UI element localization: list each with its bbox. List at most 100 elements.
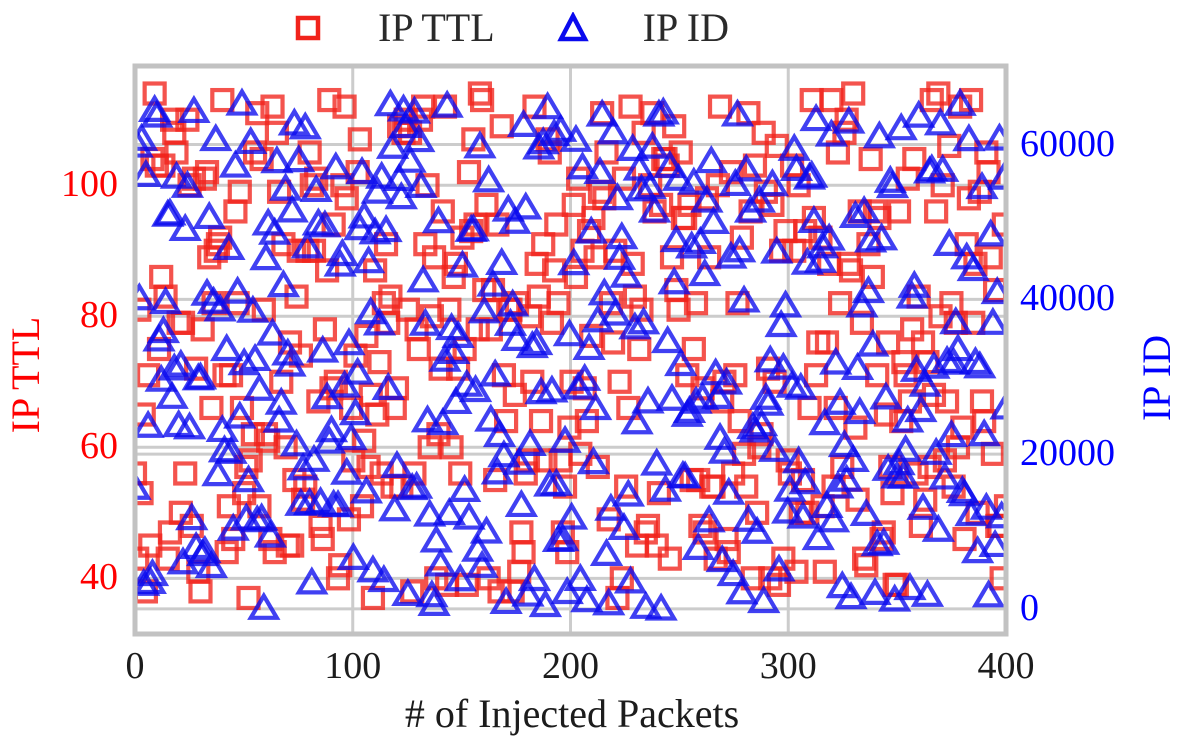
scatter-point-ip-id xyxy=(653,149,687,179)
scatter-point-ip-id xyxy=(760,235,794,264)
scatter-point-ip-id xyxy=(172,411,207,440)
scatter-point-ip-id xyxy=(919,436,953,465)
scatter-point-ip-id xyxy=(712,476,746,505)
scatter-point-ip-ttl xyxy=(439,435,464,460)
scatter-point-ip-ttl xyxy=(972,408,997,434)
scatter-point-ip-ttl xyxy=(893,363,918,388)
scatter-point-ip-ttl xyxy=(531,232,556,257)
scatter-point-ip-id xyxy=(592,587,626,616)
scatter-point-ip-id xyxy=(565,151,600,180)
scatter-point-ip-ttl xyxy=(819,87,844,113)
scatter-point-ip-ttl xyxy=(467,81,493,106)
scatter-point-ip-id xyxy=(893,571,927,601)
scatter-point-ip-id xyxy=(740,515,774,544)
scatter-point-ip-id xyxy=(626,306,661,335)
scatter-point-ip-id xyxy=(897,269,931,298)
scatter-point-ip-ttl xyxy=(924,199,949,224)
scatter-point-ip-id xyxy=(340,356,375,385)
legend-label-ip-ttl: IP TTL xyxy=(378,5,495,50)
scatter-point-ip-id xyxy=(819,346,853,375)
scatter-point-ip-ttl xyxy=(827,291,853,316)
scatter-point-ip-id xyxy=(906,491,940,520)
scatter-point-ip-ttl xyxy=(253,422,279,447)
scatter-point-ip-id xyxy=(786,500,820,529)
scatter-point-ip-id xyxy=(447,473,482,502)
scatter-point-ip-id xyxy=(679,385,713,414)
scatter-point-ip-id xyxy=(487,439,521,468)
scatter-point-ip-id xyxy=(677,166,711,195)
scatter-point-ip-id xyxy=(864,222,899,251)
square-marker-icon xyxy=(295,15,321,41)
scatter-point-ip-id xyxy=(858,576,892,605)
scatter-point-ip-id xyxy=(170,169,205,198)
scatter-point-ip-id xyxy=(345,155,379,185)
scatter-point-ip-ttl xyxy=(365,402,390,427)
scatter-point-ip-ttl xyxy=(430,199,455,224)
scatter-point-ip-id xyxy=(417,587,451,616)
scatter-point-ip-id xyxy=(275,194,309,223)
scatter-point-ip-id xyxy=(358,216,392,245)
scatter-point-ip-id xyxy=(380,449,414,478)
scatter-point-ip-id xyxy=(869,381,903,410)
scatter-point-ip-id xyxy=(279,428,314,457)
scatter-point-ip-ttl xyxy=(725,291,750,316)
scatter-point-ip-ttl xyxy=(614,474,639,499)
scatter-point-ip-id xyxy=(268,172,303,201)
scatter-point-ip-id xyxy=(640,447,674,476)
scatter-point-ip-id xyxy=(932,227,966,256)
scatter-point-ip-id xyxy=(707,435,742,464)
scatter-point-ip-id xyxy=(952,123,986,152)
scatter-point-ip-ttl xyxy=(858,146,883,172)
scatter-point-ip-ttl xyxy=(873,402,899,427)
scatter-point-ip-id xyxy=(410,404,445,433)
scatter-point-ip-id xyxy=(458,373,493,403)
scatter-point-ip-ttl xyxy=(603,238,628,263)
scatter-point-ip-ttl xyxy=(666,297,691,322)
scatter-point-ip-id xyxy=(478,358,512,387)
scatter-point-ip-id xyxy=(637,194,672,223)
scatter-point-ip-id xyxy=(535,374,569,403)
scatter-point-ip-id xyxy=(362,307,397,336)
scatter-point-ip-id xyxy=(134,158,163,187)
scatter-point-ip-id xyxy=(799,102,833,132)
scatter-point-ip-ttl xyxy=(734,474,759,499)
scatter-point-ip-id xyxy=(563,562,598,592)
scatter-point-ip-id xyxy=(751,387,785,416)
scatter-point-ip-id xyxy=(482,418,517,448)
scatter-point-ip-ttl xyxy=(190,317,215,342)
scatter-point-ip-ttl xyxy=(803,363,829,388)
scatter-point-ip-id xyxy=(164,348,198,377)
scatter-point-ip-ttl xyxy=(262,540,287,565)
scatter-point-ip-ttl xyxy=(232,481,257,506)
scatter-point-ip-ttl xyxy=(934,389,960,414)
scatter-point-ip-id xyxy=(389,109,423,139)
scatter-point-ip-id xyxy=(247,591,281,620)
scatter-point-ip-id xyxy=(452,501,486,530)
scatter-point-ip-id xyxy=(445,249,480,278)
scatter-point-ip-id xyxy=(624,173,659,202)
scatter-point-ip-ttl xyxy=(932,448,957,473)
scatter-point-ip-id xyxy=(155,380,189,409)
scatter-point-ip-id xyxy=(319,151,353,180)
scatter-point-ip-id xyxy=(784,371,818,400)
scatter-point-ip-id xyxy=(135,557,170,587)
scatter-point-ip-id xyxy=(731,503,766,532)
scatter-point-ip-id xyxy=(423,548,458,577)
scatter-point-ip-id xyxy=(729,153,763,182)
scatter-point-ip-id xyxy=(816,504,851,533)
scatter-point-ip-id xyxy=(402,123,436,153)
scatter-point-ip-id xyxy=(192,200,226,230)
scatter-point-ip-id xyxy=(902,99,936,128)
scatter-point-ip-id xyxy=(974,218,1007,247)
scatter-point-ip-id xyxy=(832,105,866,134)
scatter-point-ip-id xyxy=(463,130,497,159)
scatter-point-ip-id xyxy=(803,244,838,273)
scatter-point-ip-ttl xyxy=(214,540,239,565)
scatter-point-ip-ttl xyxy=(799,87,824,113)
scatter-point-ip-ttl xyxy=(583,245,608,270)
scatter-point-ip-ttl xyxy=(766,572,792,597)
scatter-point-ip-id xyxy=(594,492,628,521)
scatter-point-ip-ttl xyxy=(653,146,678,172)
scatter-point-ip-id xyxy=(543,113,578,142)
